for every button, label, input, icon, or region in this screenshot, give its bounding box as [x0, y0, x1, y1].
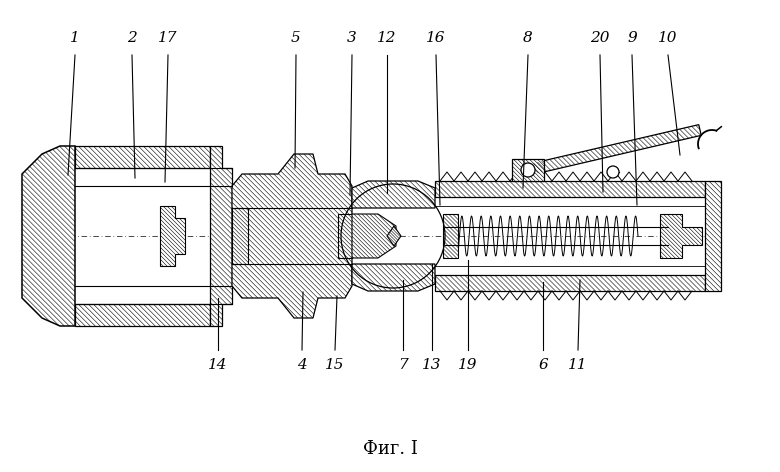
Polygon shape — [387, 226, 401, 246]
Text: 13: 13 — [422, 358, 441, 372]
Polygon shape — [232, 154, 352, 318]
Polygon shape — [526, 125, 701, 176]
Text: 9: 9 — [627, 31, 637, 45]
Polygon shape — [705, 181, 721, 291]
Polygon shape — [232, 208, 248, 264]
Polygon shape — [443, 214, 458, 258]
Text: 4: 4 — [297, 358, 307, 372]
Polygon shape — [352, 264, 435, 291]
Polygon shape — [352, 214, 396, 258]
Text: 10: 10 — [658, 31, 678, 45]
Text: 3: 3 — [347, 31, 357, 45]
Circle shape — [521, 163, 535, 177]
Text: 2: 2 — [127, 31, 136, 45]
Polygon shape — [22, 146, 75, 326]
Polygon shape — [352, 181, 435, 208]
Polygon shape — [75, 304, 210, 326]
Polygon shape — [435, 275, 705, 291]
Polygon shape — [75, 146, 210, 168]
Text: 7: 7 — [398, 358, 408, 372]
Text: 11: 11 — [569, 358, 588, 372]
Polygon shape — [160, 206, 185, 266]
Polygon shape — [512, 159, 544, 181]
Text: 17: 17 — [158, 31, 178, 45]
Text: 16: 16 — [426, 31, 445, 45]
Polygon shape — [338, 214, 352, 258]
Text: 20: 20 — [590, 31, 610, 45]
Text: 19: 19 — [459, 358, 477, 372]
Polygon shape — [660, 214, 702, 258]
Text: 12: 12 — [378, 31, 397, 45]
Polygon shape — [210, 146, 232, 326]
Circle shape — [607, 166, 619, 178]
Text: 1: 1 — [70, 31, 80, 45]
Text: 15: 15 — [325, 358, 345, 372]
Text: 14: 14 — [208, 358, 228, 372]
Text: Фиг. I: Фиг. I — [363, 440, 417, 458]
Text: 5: 5 — [291, 31, 301, 45]
Text: 6: 6 — [538, 358, 548, 372]
Text: 8: 8 — [523, 31, 533, 45]
Polygon shape — [435, 181, 705, 197]
